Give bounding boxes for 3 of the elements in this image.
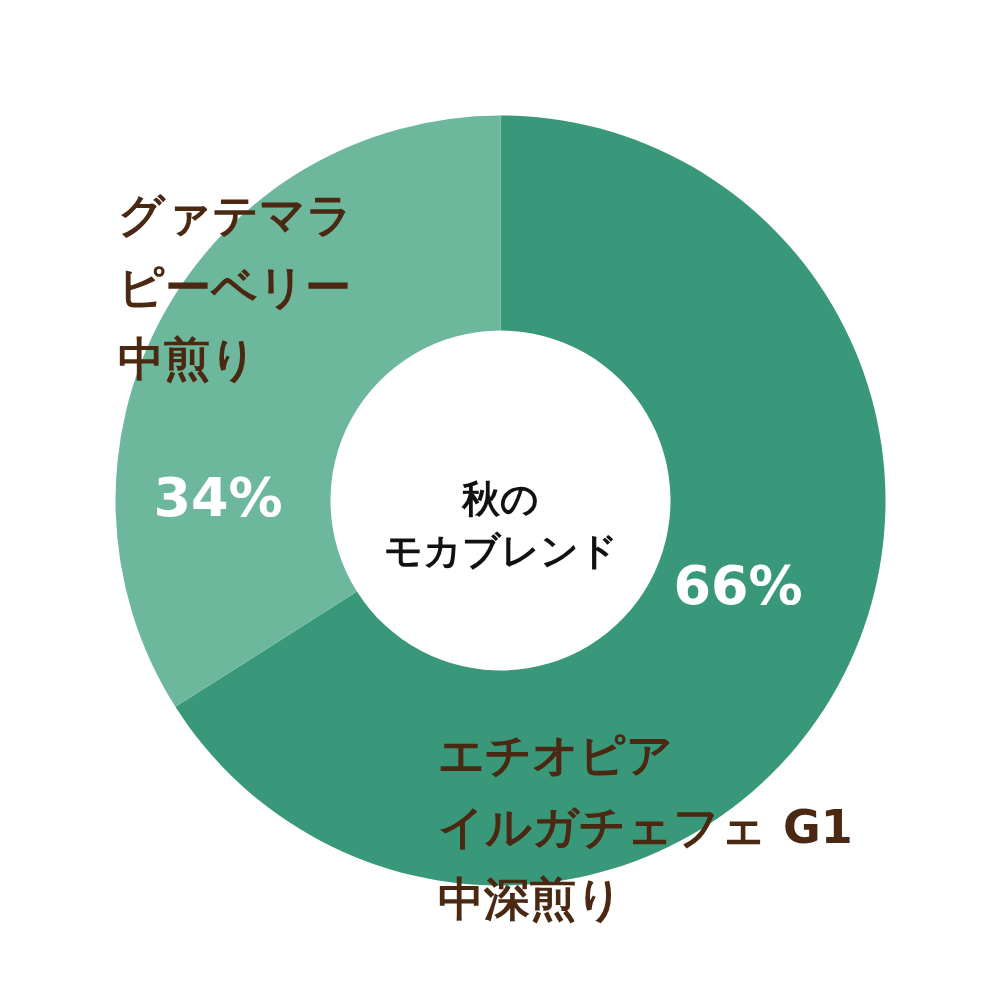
data-label: 66%	[673, 554, 803, 617]
data-label: 34%	[153, 466, 283, 529]
text: 秋のモカブレンド	[383, 476, 618, 573]
